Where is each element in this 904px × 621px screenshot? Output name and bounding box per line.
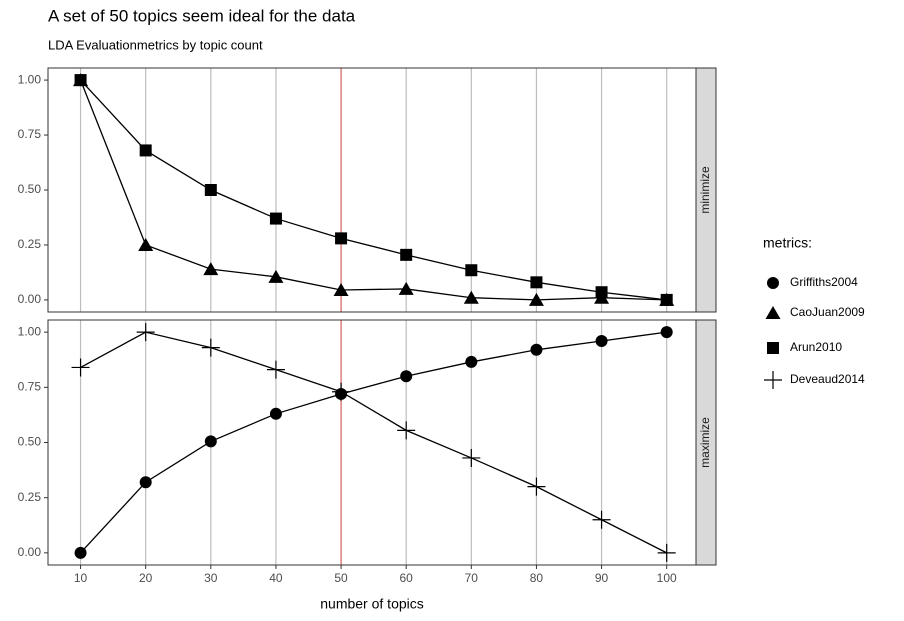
marker <box>269 407 282 420</box>
y-tick-label: 0.75 <box>18 127 42 141</box>
marker <box>397 421 416 440</box>
x-tick-label: 100 <box>657 571 677 585</box>
marker <box>138 237 154 251</box>
marker <box>269 212 282 225</box>
y-tick-label: 0.50 <box>18 182 42 196</box>
marker <box>136 323 155 342</box>
marker <box>530 343 543 356</box>
series-line <box>80 331 667 554</box>
marker <box>71 358 90 377</box>
marker <box>595 334 608 347</box>
y-tick-label: 1.00 <box>18 72 42 86</box>
marker <box>657 543 676 562</box>
x-axis-title: number of topics <box>320 596 424 612</box>
marker <box>595 286 608 299</box>
legend-marker <box>767 277 779 289</box>
marker <box>204 184 217 196</box>
marker <box>462 448 481 467</box>
marker <box>465 355 478 368</box>
marker <box>465 264 478 277</box>
strip <box>695 67 717 313</box>
marker <box>400 370 413 383</box>
y-tick-label: 0.75 <box>18 379 42 393</box>
marker <box>268 269 284 283</box>
x-tick-label: 50 <box>334 571 348 585</box>
marker <box>530 276 543 289</box>
legend-label: Arun2010 <box>790 340 842 354</box>
marker <box>660 326 673 339</box>
legend-label: Griffiths2004 <box>790 275 858 289</box>
marker <box>660 293 673 306</box>
legend-title: metrics: <box>763 235 812 251</box>
x-tick-label: 20 <box>139 571 153 585</box>
y-tick-label: 0.25 <box>18 237 42 251</box>
marker <box>139 144 152 157</box>
legend-marker <box>764 371 782 389</box>
marker <box>528 292 544 306</box>
x-tick-label: 80 <box>530 571 544 585</box>
marker <box>139 476 152 489</box>
x-tick-label: 60 <box>400 571 414 585</box>
series-line <box>79 79 667 301</box>
marker <box>398 281 414 295</box>
marker <box>332 382 351 401</box>
y-tick-label: 0.00 <box>18 292 42 306</box>
x-tick-label: 40 <box>269 571 283 585</box>
y-tick-label: 0.00 <box>18 545 42 559</box>
strip <box>695 319 717 566</box>
y-tick-label: 1.00 <box>18 324 42 338</box>
marker <box>335 232 348 245</box>
marker <box>74 546 87 559</box>
x-tick-label: 70 <box>465 571 479 585</box>
marker <box>463 290 479 304</box>
marker <box>400 248 413 261</box>
chart-title: A set of 50 topics seem ideal for the da… <box>48 6 356 25</box>
series-line <box>80 331 667 554</box>
marker <box>333 283 349 297</box>
marker <box>266 360 285 379</box>
marker <box>592 510 611 529</box>
y-tick-label: 0.50 <box>18 435 42 449</box>
legend-marker <box>765 306 781 319</box>
marker <box>204 435 217 448</box>
legend-label: CaoJuan2009 <box>790 305 865 319</box>
marker <box>527 477 546 496</box>
y-tick-label: 0.25 <box>18 490 42 504</box>
legend-marker <box>767 342 779 354</box>
x-tick-label: 30 <box>204 571 218 585</box>
strip-label: minimize <box>698 166 712 214</box>
x-tick-label: 10 <box>74 571 88 585</box>
series-line <box>80 79 667 301</box>
chart-subtitle: LDA Evaluationmetrics by topic count <box>48 37 263 52</box>
marker <box>74 74 87 87</box>
legend-label: Deveaud2014 <box>790 372 865 386</box>
marker <box>203 262 219 276</box>
strip-label: maximize <box>698 417 712 468</box>
x-tick-label: 90 <box>595 571 609 585</box>
marker <box>201 338 220 357</box>
